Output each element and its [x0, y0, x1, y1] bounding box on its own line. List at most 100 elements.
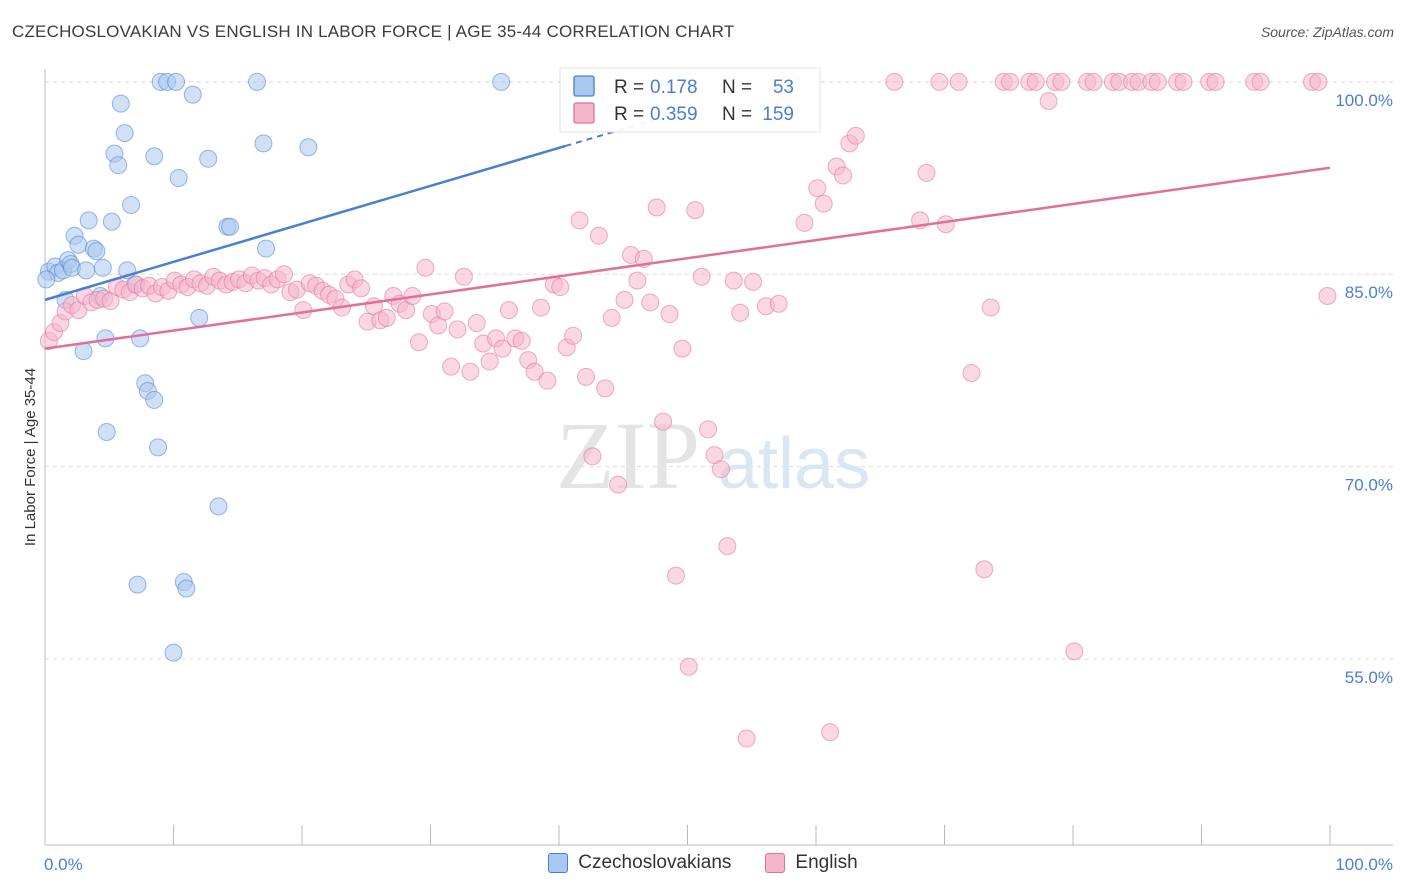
- czech-point-37: [167, 72, 186, 91]
- english-point-76: [525, 362, 544, 381]
- english-point-107: [724, 271, 743, 290]
- bottom-legend-item-english[interactable]: English: [765, 852, 858, 874]
- english-point-102: [692, 267, 711, 286]
- english-point-125: [917, 163, 936, 182]
- english-point-49: [352, 279, 371, 298]
- english-point-97: [660, 304, 679, 323]
- english-point-84: [576, 367, 595, 386]
- czech-point-44: [209, 497, 228, 516]
- axes: [44, 69, 1393, 846]
- english-point-101: [686, 201, 705, 220]
- english-point-141: [1084, 72, 1103, 91]
- english-point-65: [454, 267, 473, 286]
- bottom-legend-label-czech: Czechoslovakians: [578, 852, 732, 873]
- bottom-legend: Czechoslovakians English: [0, 852, 1406, 874]
- english-point-112: [769, 294, 788, 313]
- czech-point-48: [254, 134, 273, 153]
- czech-point-28: [131, 329, 150, 348]
- czech-point-51: [492, 72, 511, 91]
- czech-point-47: [248, 72, 267, 91]
- legend: R = 0.178 N = 53 R = 0.359 N = 159: [559, 67, 821, 133]
- czech-point-50: [299, 138, 318, 157]
- watermark-zip: ZIP: [556, 402, 700, 509]
- series-english: [39, 72, 1337, 748]
- english-point-74: [512, 331, 531, 350]
- czech-point-40: [177, 579, 196, 598]
- english-point-105: [711, 460, 730, 479]
- czech-point-21: [109, 156, 128, 175]
- english-point-40: [294, 301, 313, 320]
- english-point-92: [628, 271, 647, 290]
- english-point-77: [532, 298, 551, 317]
- english-point-88: [602, 308, 621, 327]
- english-point-89: [609, 475, 628, 494]
- bottom-legend-label-english: English: [795, 852, 858, 873]
- english-point-126: [930, 72, 949, 91]
- legend-n-value-1: 159: [762, 104, 794, 125]
- legend-box: [559, 67, 821, 133]
- english-point-108: [731, 303, 750, 322]
- czech-point-12: [79, 211, 98, 230]
- english-point-64: [448, 320, 467, 339]
- english-point-90: [615, 290, 634, 309]
- bottom-legend-item-czech[interactable]: Czechoslovakians: [548, 852, 731, 874]
- czech-point-42: [190, 308, 209, 327]
- legend-n-label-0: N =: [722, 77, 752, 98]
- legend-r-label-1: R =: [614, 104, 644, 125]
- y-axis-title: In Labor Force | Age 35-44: [22, 368, 39, 546]
- english-point-138: [1052, 72, 1071, 91]
- x-tick-label-right: 100.0%: [1335, 855, 1393, 874]
- trend-lines: [44, 116, 1331, 350]
- english-point-78: [538, 371, 557, 390]
- legend-r-label-0: R =: [614, 77, 644, 98]
- english-point-149: [1174, 72, 1193, 91]
- legend-swatch-1: [573, 102, 595, 124]
- english-point-71: [493, 339, 512, 358]
- english-point-86: [589, 226, 608, 245]
- czech-point-52: [37, 270, 56, 289]
- czech-trend-extension: [565, 116, 663, 147]
- english-point-62: [435, 302, 454, 321]
- english-point-87: [596, 379, 615, 398]
- czech-point-11: [77, 261, 96, 280]
- english-point-94: [641, 293, 660, 312]
- x-tick-label-left: 0.0%: [44, 855, 83, 874]
- czech-point-46: [221, 217, 240, 236]
- czech-point-49: [257, 239, 276, 258]
- english-point-96: [654, 412, 673, 431]
- english-point-100: [679, 657, 698, 676]
- czech-point-27: [128, 575, 147, 594]
- english-point-147: [1148, 72, 1167, 91]
- czech-point-19: [102, 212, 121, 231]
- english-point-72: [499, 301, 518, 320]
- english-point-82: [564, 326, 583, 345]
- english-point-136: [1039, 92, 1058, 111]
- english-point-120: [833, 166, 852, 185]
- legend-n-label-1: N =: [722, 104, 752, 125]
- english-point-156: [1309, 72, 1328, 91]
- english-point-133: [1001, 72, 1020, 91]
- czech-trend-line: [44, 144, 566, 302]
- english-point-130: [975, 560, 994, 579]
- czech-point-9: [69, 235, 88, 254]
- series-czechoslovakians: [37, 72, 511, 662]
- y-tick-label-2: 70.0%: [1345, 476, 1393, 495]
- english-point-106: [718, 537, 737, 556]
- y-tick-label-1: 85.0%: [1345, 283, 1393, 302]
- english-point-123: [885, 72, 904, 91]
- legend-r-value-0: 0.178: [650, 77, 698, 98]
- czech-point-31: [145, 390, 164, 409]
- english-point-80: [551, 278, 570, 297]
- czech-point-18: [97, 422, 116, 441]
- czech-point-38: [169, 169, 188, 188]
- czech-swatch: [548, 853, 569, 873]
- english-point-127: [936, 215, 955, 234]
- english-point-83: [570, 211, 589, 230]
- czech-point-43: [199, 149, 218, 168]
- x-tick-labels: 0.0% 100.0%: [44, 855, 1393, 874]
- czech-point-23: [115, 124, 134, 143]
- english-point-116: [808, 179, 827, 198]
- english-point-67: [467, 313, 486, 332]
- english-point-37: [275, 265, 294, 284]
